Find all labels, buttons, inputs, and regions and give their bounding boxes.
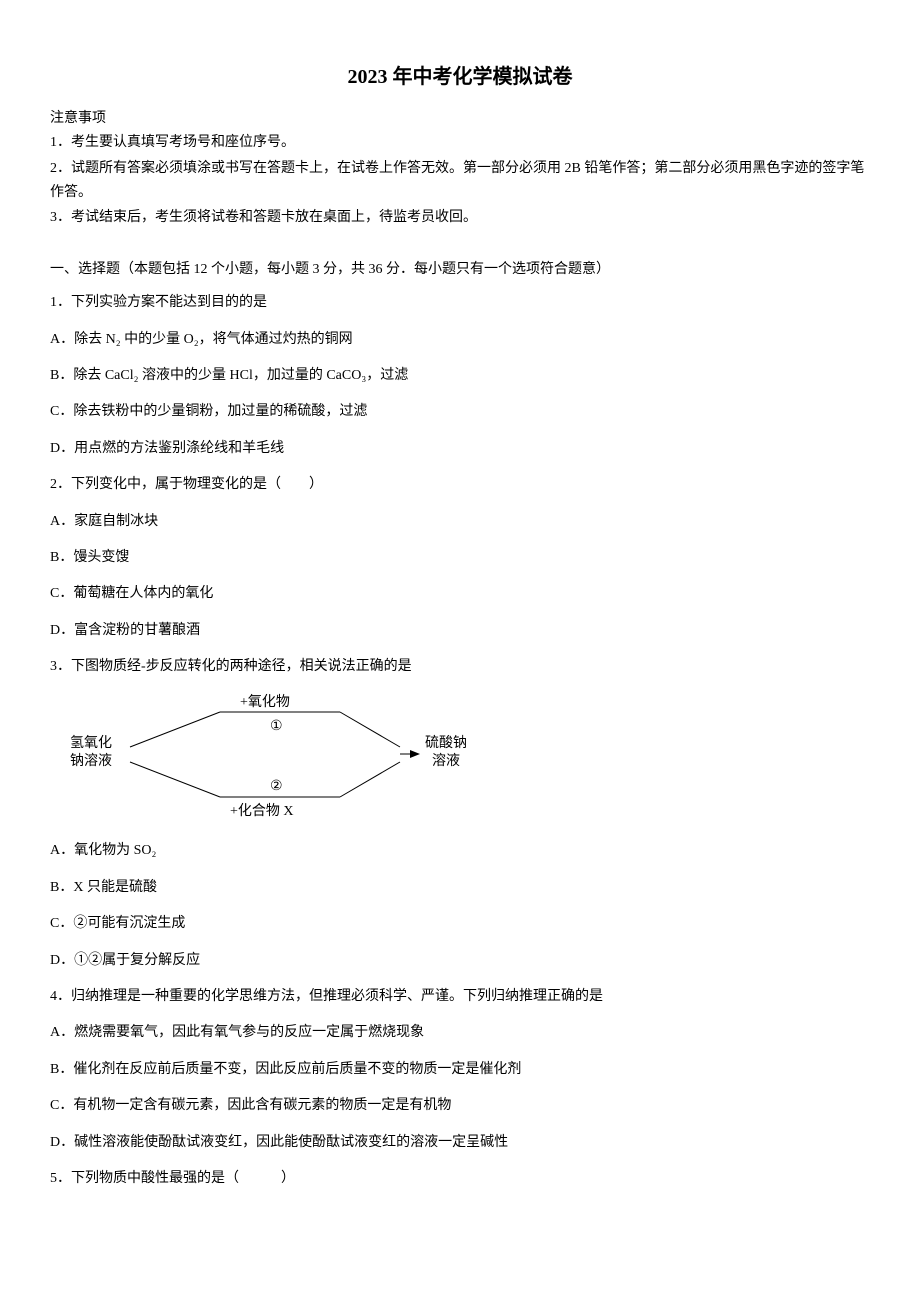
question-4-option-b: B．催化剂在反应前后质量不变，因此反应前后质量不变的物质一定是催化剂	[50, 1059, 870, 1081]
question-1-option-c: C．除去铁粉中的少量铜粉，加过量的稀硫酸，过滤	[50, 401, 870, 423]
diagram-circle-2: ②	[270, 779, 283, 794]
diagram-right-label-2: 溶液	[432, 753, 460, 769]
diagram-right-label-1: 硫酸钠	[425, 735, 467, 751]
question-3-stem: 3．下图物质经-步反应转化的两种途径，相关说法正确的是	[50, 656, 870, 678]
reaction-diagram: 氢氧化 钠溶液 +氧化物 ① ② +化合物 X 硫酸钠 溶液	[60, 692, 870, 822]
question-1-option-d: D．用点燃的方法鉴别涤纶线和羊毛线	[50, 438, 870, 460]
question-4-option-d: D．碱性溶液能使酚酞试液变红，因此能使酚酞试液变红的溶液一定呈碱性	[50, 1132, 870, 1154]
diagram-left-label-1: 氢氧化	[70, 735, 112, 751]
question-2-option-c: C．葡萄糖在人体内的氧化	[50, 583, 870, 605]
notice-item-1: 1．考生要认真填写考场号和座位序号。	[50, 131, 870, 155]
question-2-stem: 2．下列变化中，属于物理变化的是（ ）	[50, 474, 870, 496]
question-3-option-c: C．②可能有沉淀生成	[50, 913, 870, 935]
question-2-option-d: D．富含淀粉的甘薯酿酒	[50, 620, 870, 642]
question-2-option-a: A．家庭自制冰块	[50, 511, 870, 533]
section-1-header: 一、选择题（本题包括 12 个小题，每小题 3 分，共 36 分．每小题只有一个…	[50, 258, 870, 278]
question-4-option-a: A．燃烧需要氧气，因此有氧气参与的反应一定属于燃烧现象	[50, 1022, 870, 1044]
notice-item-3: 3．考试结束后，考生须将试卷和答题卡放在桌面上，待监考员收回。	[50, 206, 870, 230]
exam-title: 2023 年中考化学模拟试卷	[50, 60, 870, 89]
question-2-option-b: B．馒头变馊	[50, 547, 870, 569]
notice-header: 注意事项	[50, 107, 870, 127]
diagram-top-label: +氧化物	[240, 694, 290, 710]
diagram-left-label-2: 钠溶液	[70, 753, 112, 769]
notice-item-2: 2．试题所有答案必须填涂或书写在答题卡上，在试卷上作答无效。第一部分必须用 2B…	[50, 157, 870, 205]
question-5-stem: 5．下列物质中酸性最强的是（ ）	[50, 1168, 870, 1190]
question-3-option-d: D．①②属于复分解反应	[50, 950, 870, 972]
question-4-stem: 4．归纳推理是一种重要的化学思维方法，但推理必须科学、严谨。下列归纳推理正确的是	[50, 986, 870, 1008]
diagram-bottom-label: +化合物 X	[230, 803, 294, 819]
question-1-option-b: B．除去 CaCl₂ 溶液中的少量 HCl，加过量的 CaCO₃，过滤	[50, 365, 870, 387]
question-3-option-b: B．X 只能是硫酸	[50, 877, 870, 899]
diagram-circle-1: ①	[270, 719, 283, 734]
question-1-stem: 1．下列实验方案不能达到目的的是	[50, 292, 870, 314]
question-4-option-c: C．有机物一定含有碳元素，因此含有碳元素的物质一定是有机物	[50, 1095, 870, 1117]
question-1-option-a: A．除去 N₂ 中的少量 O₂，将气体通过灼热的铜网	[50, 329, 870, 351]
question-3-option-a: A．氧化物为 SO₂	[50, 840, 870, 862]
